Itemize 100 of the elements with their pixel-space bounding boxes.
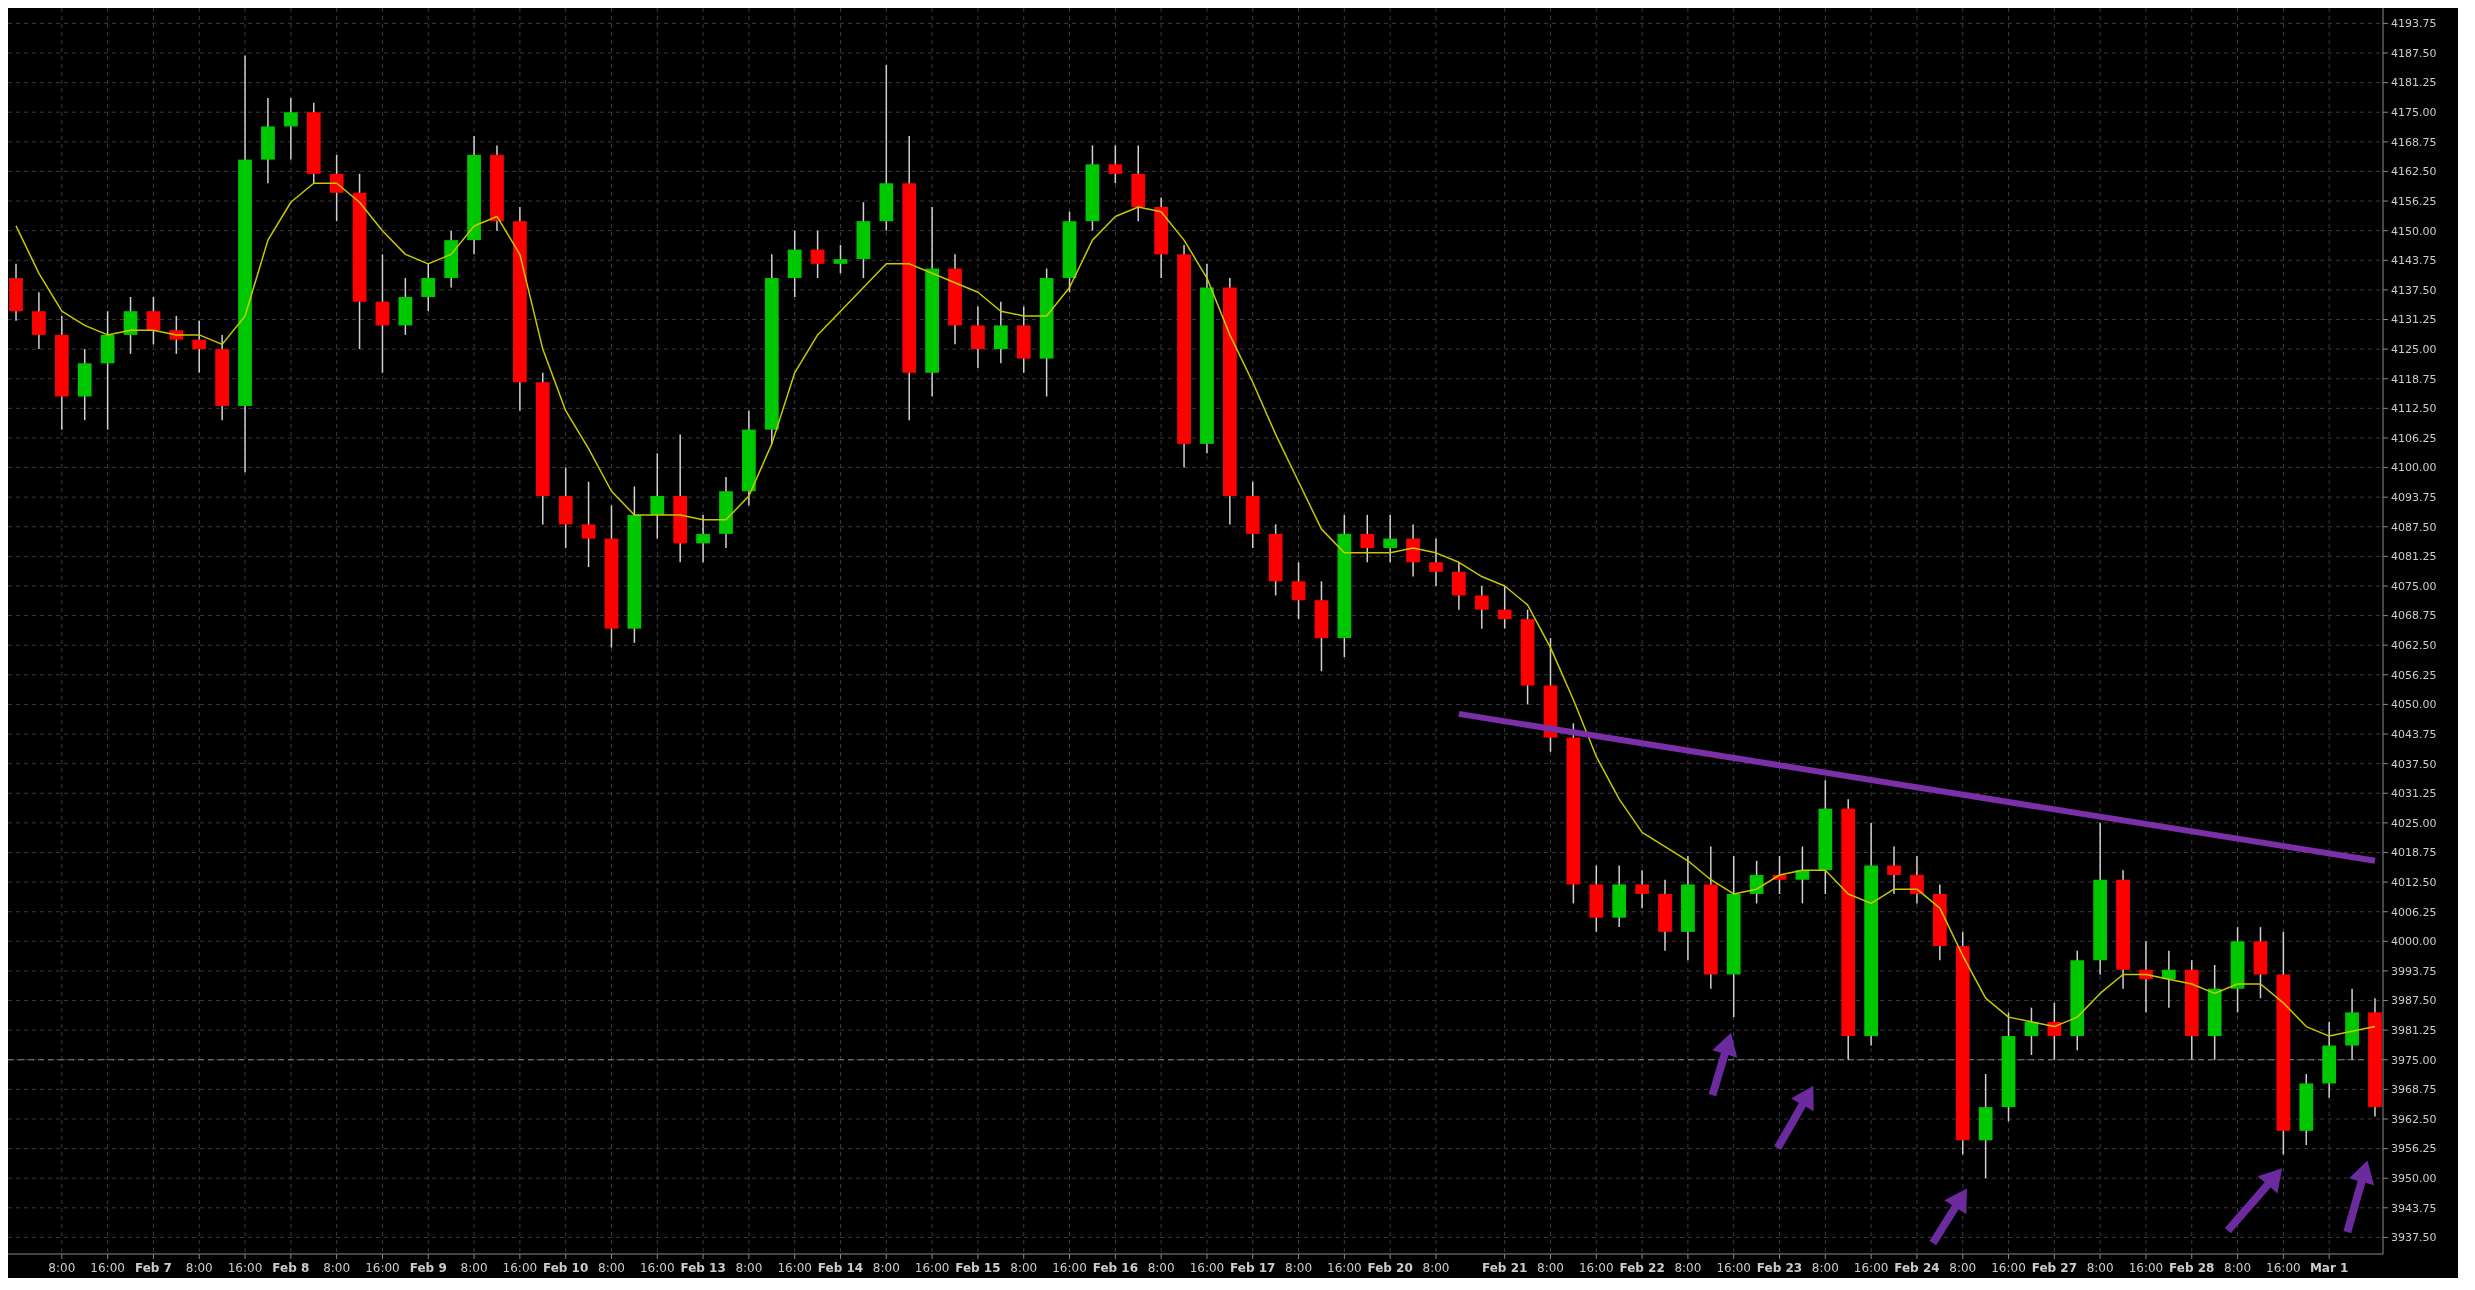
y-tick-label: 4168.75 — [2391, 135, 2437, 149]
y-tick-label: 4056.25 — [2391, 668, 2437, 682]
x-tick-label: Feb 16 — [1092, 1261, 1139, 1275]
candlestick — [1360, 514, 1375, 564]
candlestick — [375, 253, 390, 374]
x-tick-label: 16:00 — [1579, 1261, 1614, 1275]
x-tick-label: Feb 10 — [543, 1261, 589, 1275]
x-tick-label: 16:00 — [2266, 1261, 2301, 1275]
y-tick-label: 3987.50 — [2391, 994, 2437, 1008]
x-tick-label: 16:00 — [2128, 1261, 2164, 1275]
y-tick-label: 3950.00 — [2391, 1172, 2437, 1186]
candlestick — [1497, 585, 1512, 630]
x-tick-label: 16:00 — [227, 1261, 263, 1275]
y-tick-label: 4081.25 — [2391, 550, 2437, 564]
x-tick-label: 16:00 — [1991, 1261, 2026, 1275]
x-tick-label: 8:00 — [460, 1261, 488, 1275]
candlestick — [833, 244, 848, 275]
x-tick-label: 8:00 — [1285, 1261, 1313, 1275]
x-tick-label: 16:00 — [1189, 1261, 1225, 1275]
y-tick-label: 4137.50 — [2391, 283, 2437, 297]
y-tick-label: 4100.00 — [2391, 461, 2437, 475]
candlestick — [1429, 537, 1443, 587]
x-tick-label: 8:00 — [48, 1261, 76, 1275]
y-tick-label: 4112.50 — [2391, 402, 2437, 416]
y-tick-label: 4075.00 — [2391, 579, 2437, 593]
y-tick-label: 4181.25 — [2391, 76, 2437, 90]
x-tick-label: Feb 7 — [134, 1261, 172, 1275]
y-tick-label: 4187.50 — [2391, 46, 2437, 60]
x-tick-label: 16:00 — [639, 1261, 675, 1275]
x-tick-label: 8:00 — [1147, 1261, 1175, 1275]
x-tick-label: Feb 14 — [817, 1261, 864, 1275]
candlestick — [1887, 845, 1901, 895]
x-tick-label: Feb 22 — [1619, 1261, 1665, 1275]
x-tick-label: Feb 15 — [955, 1261, 1001, 1275]
x-tick-label: 16:00 — [1327, 1261, 1362, 1275]
candlestick — [283, 97, 298, 161]
candlestick — [1406, 523, 1420, 578]
candlestick — [146, 296, 161, 346]
y-tick-label: 4018.75 — [2391, 846, 2437, 860]
y-tick-label: 4143.75 — [2391, 254, 2437, 268]
candlestick — [1452, 561, 1466, 611]
x-tick-label: 8:00 — [1010, 1261, 1038, 1275]
x-tick-label: Mar 1 — [2309, 1261, 2349, 1275]
candlestick — [1291, 561, 1306, 620]
y-tick-label: 4031.25 — [2391, 787, 2437, 801]
x-tick-label: 16:00 — [1052, 1261, 1087, 1275]
y-tick-label: 3993.75 — [2391, 964, 2437, 978]
x-tick-label: Feb 8 — [272, 1261, 310, 1275]
x-tick-label: Feb 23 — [1756, 1261, 1803, 1275]
candlestick — [810, 229, 825, 279]
candlestick — [2161, 950, 2176, 1009]
candlestick — [696, 514, 710, 564]
y-tick-label: 4043.75 — [2391, 727, 2437, 741]
x-tick-label: 16:00 — [502, 1261, 538, 1275]
x-tick-label: 16:00 — [1853, 1261, 1889, 1275]
x-tick-label: 8:00 — [735, 1261, 763, 1275]
y-tick-label: 3937.50 — [2391, 1231, 2437, 1245]
x-tick-label: 8:00 — [598, 1261, 625, 1275]
x-tick-label: Feb 9 — [409, 1261, 447, 1275]
y-tick-label: 4193.75 — [2391, 17, 2437, 31]
y-tick-label: 4131.25 — [2391, 313, 2437, 327]
y-tick-label: 4000.00 — [2391, 935, 2437, 949]
x-tick-label: Feb 17 — [1230, 1261, 1276, 1275]
candlestick — [421, 263, 436, 312]
y-tick-label: 4006.25 — [2391, 905, 2437, 919]
x-tick-label: Feb 28 — [2169, 1261, 2215, 1275]
y-tick-label: 4156.25 — [2391, 194, 2437, 208]
x-tick-label: 8:00 — [1422, 1261, 1450, 1275]
candlestick — [650, 452, 665, 540]
x-tick-label: Feb 13 — [680, 1261, 726, 1275]
y-tick-label: 4175.00 — [2391, 106, 2437, 120]
x-tick-label: 16:00 — [777, 1261, 812, 1275]
y-tick-label: 4118.75 — [2391, 372, 2437, 386]
x-tick-label: 8:00 — [323, 1261, 351, 1275]
y-tick-label: 4025.00 — [2391, 816, 2437, 830]
x-tick-label: 16:00 — [365, 1261, 400, 1275]
y-tick-label: 4062.50 — [2391, 639, 2437, 653]
y-tick-label: 4012.50 — [2391, 875, 2437, 889]
candlestick — [993, 300, 1008, 365]
candlestick — [1108, 144, 1123, 185]
y-tick-label: 4093.75 — [2391, 491, 2437, 505]
y-tick-label: 4050.00 — [2391, 698, 2437, 712]
candlestick — [1910, 855, 1924, 905]
candlestick — [1635, 869, 1649, 909]
y-tick-label: 3981.25 — [2391, 1024, 2437, 1037]
x-tick-label: 8:00 — [2086, 1261, 2114, 1275]
x-tick-label: 16:00 — [1716, 1261, 1752, 1275]
x-tick-label: Feb 24 — [1894, 1261, 1940, 1275]
x-tick-label: 16:00 — [90, 1261, 125, 1275]
x-tick-label: Feb 20 — [1367, 1261, 1413, 1275]
candlestick — [971, 305, 985, 369]
y-tick-label: 3943.75 — [2391, 1201, 2437, 1215]
y-tick-label: 3962.50 — [2391, 1112, 2437, 1126]
candlestick — [192, 319, 207, 374]
y-tick-label: 3968.75 — [2391, 1083, 2437, 1097]
y-tick-label: 3975.00 — [2391, 1053, 2437, 1067]
x-tick-label: 8:00 — [185, 1261, 213, 1275]
x-tick-label: Feb 27 — [2031, 1261, 2078, 1275]
y-tick-label: 4037.50 — [2391, 757, 2437, 771]
x-tick-label: 8:00 — [1811, 1261, 1839, 1275]
